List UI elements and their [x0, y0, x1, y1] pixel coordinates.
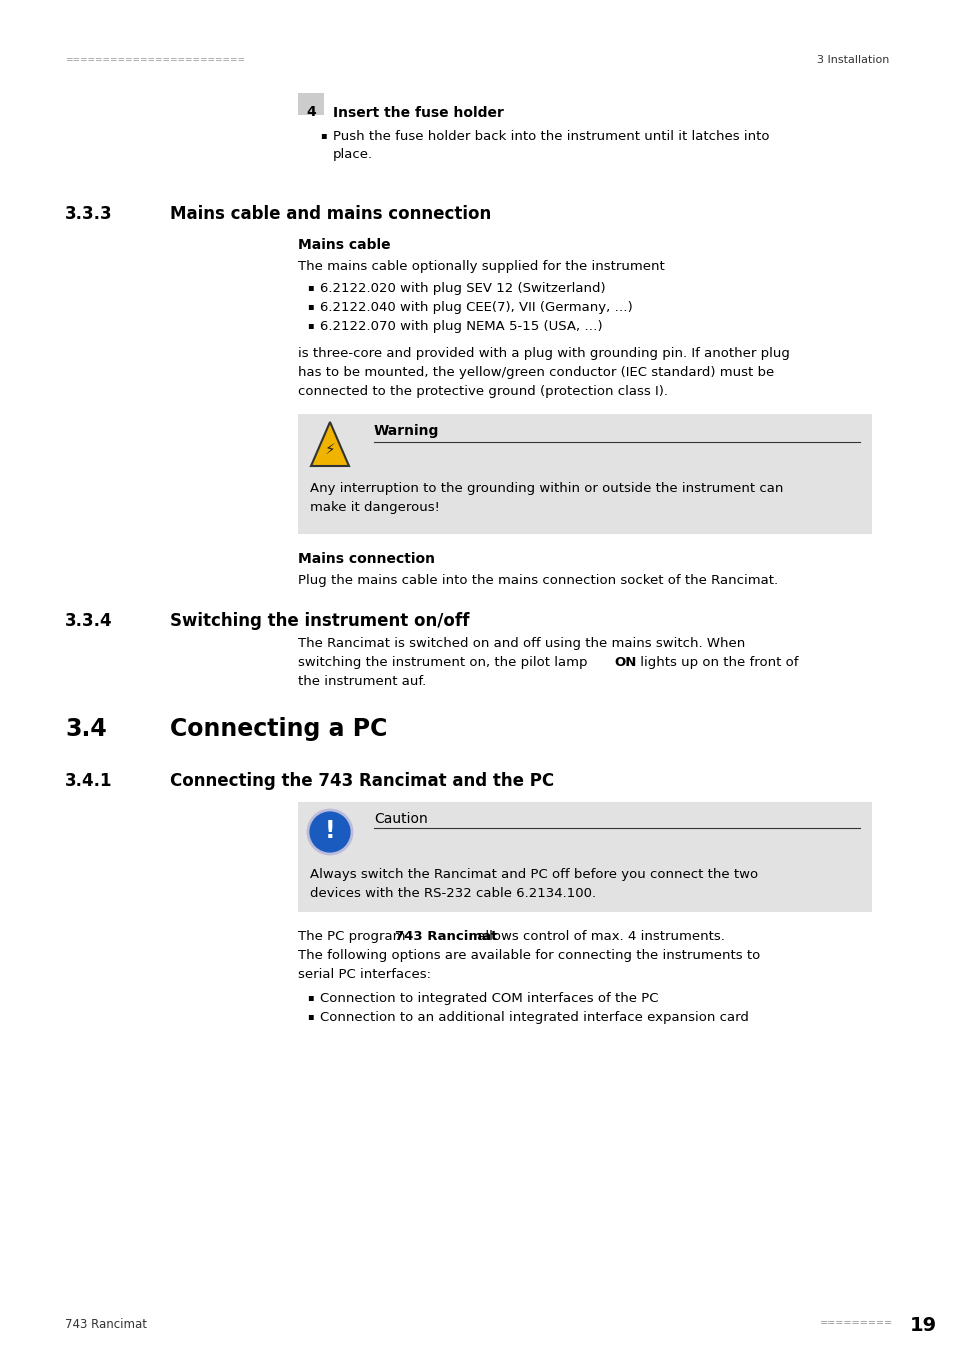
Text: Mains cable: Mains cable: [297, 238, 390, 252]
Text: =========: =========: [820, 1318, 892, 1328]
Text: 743 Rancimat: 743 Rancimat: [395, 930, 497, 944]
Text: connected to the protective ground (protection class I).: connected to the protective ground (prot…: [297, 385, 667, 398]
FancyBboxPatch shape: [297, 414, 871, 535]
Text: ⚡: ⚡: [324, 441, 335, 456]
Text: Plug the mains cable into the mains connection socket of the Rancimat.: Plug the mains cable into the mains conn…: [297, 574, 778, 587]
Text: 19: 19: [909, 1316, 936, 1335]
Text: Connecting a PC: Connecting a PC: [170, 717, 387, 741]
FancyBboxPatch shape: [297, 802, 871, 913]
Text: Caution: Caution: [374, 811, 427, 826]
Text: 4: 4: [306, 105, 315, 119]
Text: 6.2122.020 with plug SEV 12 (Switzerland): 6.2122.020 with plug SEV 12 (Switzerland…: [319, 282, 605, 296]
Text: lights up on the front of: lights up on the front of: [636, 656, 798, 670]
Polygon shape: [311, 423, 349, 466]
Text: make it dangerous!: make it dangerous!: [310, 501, 439, 514]
Text: The PC program: The PC program: [297, 930, 410, 944]
Text: 743 Rancimat: 743 Rancimat: [65, 1318, 147, 1331]
Text: The Rancimat is switched on and off using the mains switch. When: The Rancimat is switched on and off usin…: [297, 637, 744, 649]
Text: Switching the instrument on/off: Switching the instrument on/off: [170, 612, 469, 630]
Text: Push the fuse holder back into the instrument until it latches into: Push the fuse holder back into the instr…: [333, 130, 769, 143]
Text: The mains cable optionally supplied for the instrument: The mains cable optionally supplied for …: [297, 261, 664, 273]
Text: 3.3.4: 3.3.4: [65, 612, 112, 630]
Text: ▪: ▪: [307, 282, 314, 292]
Text: Connection to an additional integrated interface expansion card: Connection to an additional integrated i…: [319, 1011, 748, 1025]
Text: ▪: ▪: [307, 301, 314, 310]
Text: ▪: ▪: [319, 130, 326, 140]
Text: Always switch the Rancimat and PC off before you connect the two: Always switch the Rancimat and PC off be…: [310, 868, 758, 882]
Text: Insert the fuse holder: Insert the fuse holder: [333, 107, 503, 120]
Text: is three-core and provided with a plug with grounding pin. If another plug: is three-core and provided with a plug w…: [297, 347, 789, 360]
Text: 3.4: 3.4: [65, 717, 107, 741]
Text: 6.2122.070 with plug NEMA 5-15 (USA, …): 6.2122.070 with plug NEMA 5-15 (USA, …): [319, 320, 602, 333]
Text: 3.4.1: 3.4.1: [65, 772, 112, 790]
Text: ========================: ========================: [65, 55, 245, 63]
Text: !: !: [324, 819, 335, 842]
Text: 3.3.3: 3.3.3: [65, 205, 112, 223]
Text: switching the instrument on, the pilot lamp: switching the instrument on, the pilot l…: [297, 656, 591, 670]
Text: Connection to integrated COM interfaces of the PC: Connection to integrated COM interfaces …: [319, 992, 658, 1004]
Text: Any interruption to the grounding within or outside the instrument can: Any interruption to the grounding within…: [310, 482, 782, 495]
Text: Warning: Warning: [374, 424, 439, 437]
Text: serial PC interfaces:: serial PC interfaces:: [297, 968, 431, 981]
Text: place.: place.: [333, 148, 373, 161]
Text: devices with the RS-232 cable 6.2134.100.: devices with the RS-232 cable 6.2134.100…: [310, 887, 596, 900]
FancyBboxPatch shape: [297, 93, 324, 115]
Text: the instrument auf.: the instrument auf.: [297, 675, 426, 688]
Circle shape: [308, 810, 352, 855]
Text: ▪: ▪: [307, 320, 314, 329]
Text: The following options are available for connecting the instruments to: The following options are available for …: [297, 949, 760, 963]
Text: Connecting the 743 Rancimat and the PC: Connecting the 743 Rancimat and the PC: [170, 772, 554, 790]
Text: ▪: ▪: [307, 992, 314, 1002]
Text: 6.2122.040 with plug CEE(7), VII (Germany, …): 6.2122.040 with plug CEE(7), VII (German…: [319, 301, 632, 315]
Text: ON: ON: [614, 656, 636, 670]
Text: Mains connection: Mains connection: [297, 552, 435, 566]
Text: has to be mounted, the yellow/green conductor (IEC standard) must be: has to be mounted, the yellow/green cond…: [297, 366, 774, 379]
Text: 3 Installation: 3 Installation: [816, 55, 888, 65]
Text: ▪: ▪: [307, 1011, 314, 1021]
Text: allows control of max. 4 instruments.: allows control of max. 4 instruments.: [473, 930, 724, 944]
Text: Mains cable and mains connection: Mains cable and mains connection: [170, 205, 491, 223]
